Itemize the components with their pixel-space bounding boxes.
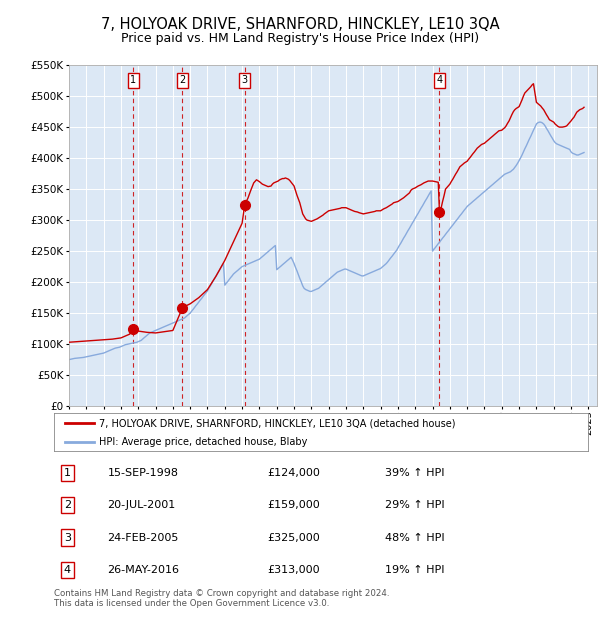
- Text: 20-JUL-2001: 20-JUL-2001: [107, 500, 176, 510]
- Text: 2: 2: [64, 500, 71, 510]
- Text: 24-FEB-2005: 24-FEB-2005: [107, 533, 179, 542]
- Text: £159,000: £159,000: [268, 500, 320, 510]
- Text: £325,000: £325,000: [268, 533, 320, 542]
- Text: 1: 1: [64, 468, 71, 478]
- Text: 3: 3: [242, 76, 248, 86]
- Text: 15-SEP-1998: 15-SEP-1998: [107, 468, 178, 478]
- Text: 2: 2: [179, 76, 185, 86]
- Text: 48% ↑ HPI: 48% ↑ HPI: [385, 533, 445, 542]
- Text: £313,000: £313,000: [268, 565, 320, 575]
- Text: 29% ↑ HPI: 29% ↑ HPI: [385, 500, 445, 510]
- Text: 19% ↑ HPI: 19% ↑ HPI: [385, 565, 445, 575]
- Text: 26-MAY-2016: 26-MAY-2016: [107, 565, 179, 575]
- Text: 4: 4: [64, 565, 71, 575]
- Text: 7, HOLYOAK DRIVE, SHARNFORD, HINCKLEY, LE10 3QA: 7, HOLYOAK DRIVE, SHARNFORD, HINCKLEY, L…: [101, 17, 499, 32]
- Text: HPI: Average price, detached house, Blaby: HPI: Average price, detached house, Blab…: [100, 436, 308, 447]
- Text: 7, HOLYOAK DRIVE, SHARNFORD, HINCKLEY, LE10 3QA (detached house): 7, HOLYOAK DRIVE, SHARNFORD, HINCKLEY, L…: [100, 418, 456, 428]
- Text: 3: 3: [64, 533, 71, 542]
- Text: 39% ↑ HPI: 39% ↑ HPI: [385, 468, 445, 478]
- Text: 4: 4: [436, 76, 443, 86]
- Text: £124,000: £124,000: [268, 468, 320, 478]
- Text: 1: 1: [130, 76, 136, 86]
- Text: Price paid vs. HM Land Registry's House Price Index (HPI): Price paid vs. HM Land Registry's House …: [121, 32, 479, 45]
- Text: Contains HM Land Registry data © Crown copyright and database right 2024.
This d: Contains HM Land Registry data © Crown c…: [54, 589, 389, 608]
